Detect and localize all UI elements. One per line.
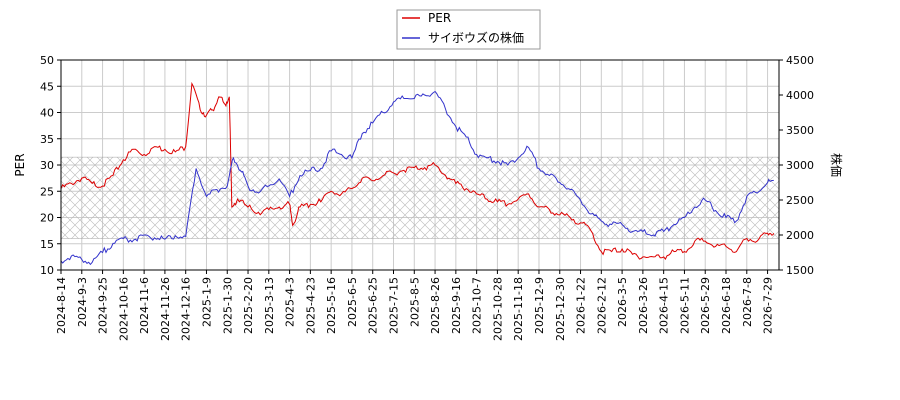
x-tick-label-26: 2026-2-12 — [595, 277, 608, 334]
x-tick-label-20: 2025-10-7 — [471, 277, 484, 334]
x-tick-label-27: 2026-3-5 — [616, 277, 629, 327]
x-tick-label-9: 2025-2-20 — [242, 277, 255, 334]
series-layer — [61, 81, 775, 266]
x-tick-label-5: 2024-11-26 — [159, 277, 172, 341]
x-tick-label-0: 2024-8-14 — [55, 277, 68, 334]
x-tick-label-7: 2025-1-9 — [200, 277, 213, 327]
x-tick-label-31: 2026-5-29 — [699, 277, 712, 334]
x-tick-label-32: 2026-6-18 — [720, 277, 733, 334]
right-tick-label-4: 3500 — [786, 124, 814, 137]
left-tick-label-2: 20 — [40, 212, 54, 225]
series-line-0 — [61, 81, 775, 261]
x-tick-label-6: 2024-12-16 — [180, 277, 193, 341]
left-tick-label-8: 50 — [40, 54, 54, 67]
x-tick-label-2: 2024-9-25 — [97, 277, 110, 334]
right-tick-label-1: 2000 — [786, 229, 814, 242]
x-tick-label-8: 2025-1-30 — [221, 277, 234, 334]
left-axis-label: PER — [13, 153, 27, 176]
series-line-1 — [61, 90, 774, 266]
right-tick-label-2: 2500 — [786, 194, 814, 207]
x-tick-label-19: 2025-9-16 — [450, 277, 463, 334]
x-tick-label-13: 2025-5-16 — [325, 277, 338, 334]
x-tick-label-11: 2025-4-3 — [284, 277, 297, 327]
x-tick-label-14: 2025-6-5 — [346, 277, 359, 327]
x-tick-label-15: 2025-6-25 — [367, 277, 380, 334]
x-tick-label-12: 2025-4-23 — [304, 277, 317, 334]
x-tick-label-28: 2026-3-26 — [637, 277, 650, 334]
x-tick-label-3: 2024-10-16 — [117, 277, 130, 341]
legend-label-per: PER — [428, 11, 451, 25]
left-tick-label-4: 30 — [40, 159, 54, 172]
right-tick-label-6: 4500 — [786, 54, 814, 67]
x-tick-label-4: 2024-11-6 — [138, 277, 151, 334]
x-tick-label-1: 2024-9-3 — [76, 277, 89, 327]
hatched-band — [60, 156, 780, 239]
x-tick-label-17: 2025-8-5 — [408, 277, 421, 327]
x-tick-label-23: 2025-12-9 — [533, 277, 546, 334]
left-tick-label-3: 25 — [40, 185, 54, 198]
x-tick-label-33: 2026-7-8 — [741, 277, 754, 327]
left-tick-label-7: 45 — [40, 80, 54, 93]
x-tick-label-29: 2026-4-15 — [658, 277, 671, 334]
legend: PER サイボウズの株価 — [396, 9, 541, 50]
right-tick-label-0: 1500 — [786, 264, 814, 277]
x-tick-label-10: 2025-3-13 — [263, 277, 276, 334]
x-tick-label-16: 2025-7-15 — [388, 277, 401, 334]
right-tick-label-5: 4000 — [786, 89, 814, 102]
right-axis-ticks: 1500 2000 2500 3000 3500 4000 4500 — [779, 54, 814, 277]
x-tick-label-34: 2026-7-29 — [762, 277, 775, 334]
x-tick-label-22: 2025-11-18 — [512, 277, 525, 341]
x-tick-label-30: 2026-5-11 — [678, 277, 691, 334]
legend-label-stock-price: サイボウズの株価 — [428, 30, 524, 45]
left-tick-label-1: 15 — [40, 238, 54, 251]
left-axis-ticks: 10 15 20 25 30 35 40 45 50 — [40, 54, 61, 277]
left-tick-label-6: 40 — [40, 107, 54, 120]
x-tick-label-24: 2025-12-30 — [554, 277, 567, 341]
legend-box — [396, 9, 541, 50]
x-tick-label-21: 2025-10-28 — [491, 277, 504, 341]
x-tick-label-25: 2026-1-22 — [575, 277, 588, 334]
x-tick-label-18: 2025-8-26 — [429, 277, 442, 334]
x-axis-ticks: 2024-8-14 2024-9-3 2024-9-25 2024-10-16 2024… — [55, 270, 775, 341]
left-tick-label-0: 10 — [40, 264, 54, 277]
left-tick-label-5: 35 — [40, 133, 54, 146]
right-axis-label: 株価 — [829, 153, 844, 177]
right-tick-label-3: 3000 — [786, 159, 814, 172]
